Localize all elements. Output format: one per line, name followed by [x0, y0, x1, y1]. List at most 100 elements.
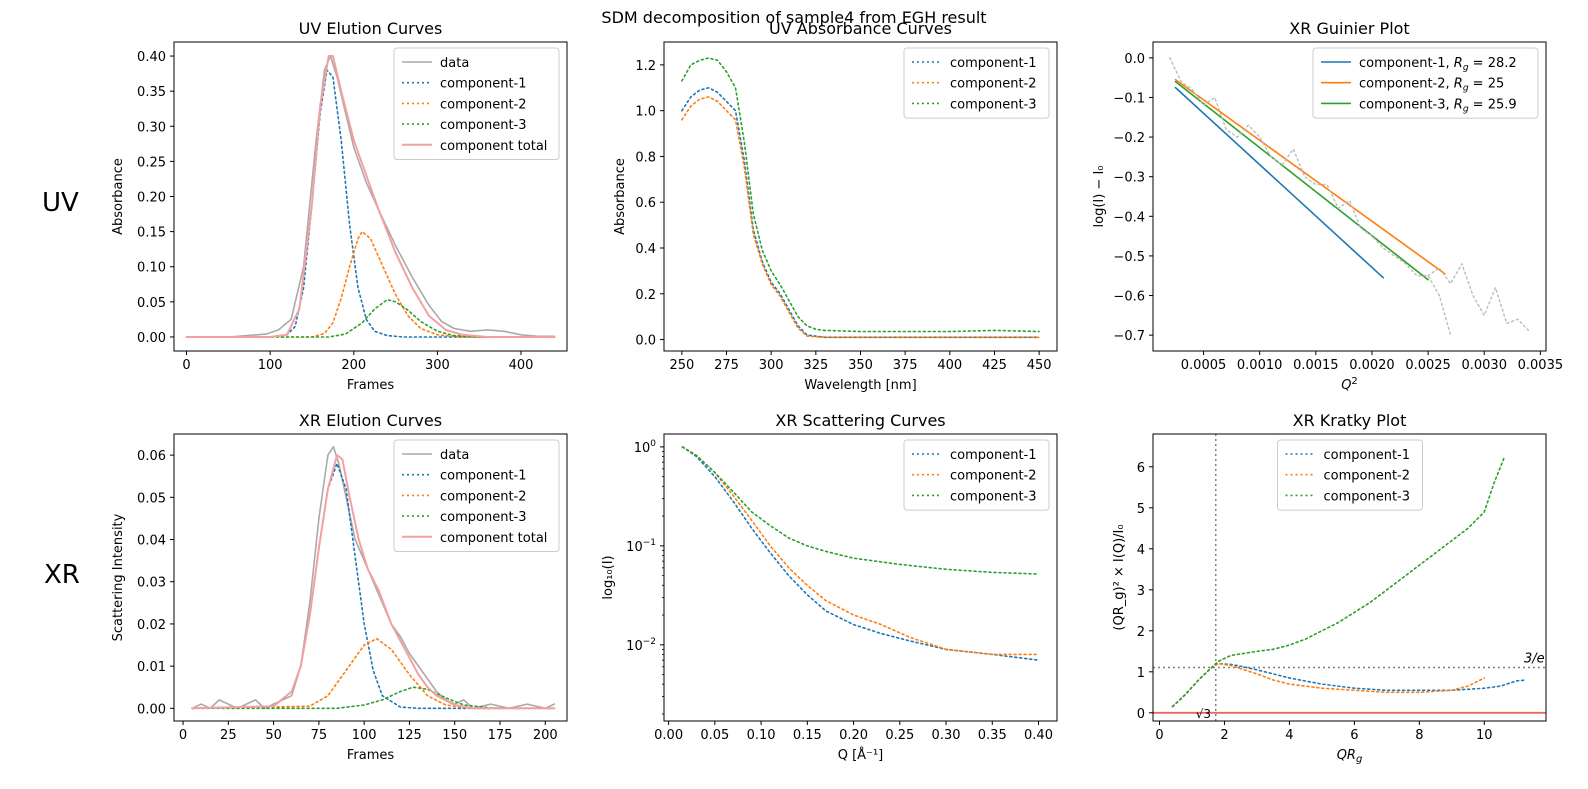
y-tick-label: −0.7 — [1113, 329, 1145, 344]
y-tick-label: −0.5 — [1113, 250, 1145, 265]
chart-xr_guinier: XR Guinier Plot 0.0005 0.0010 0.0015 0.0020 0… — [1092, 19, 1563, 393]
y-tick-label: 0.8 — [635, 150, 656, 165]
x-axis-label: Q [Å⁻¹] — [838, 747, 883, 763]
x-tick-label: 0.05 — [700, 728, 729, 743]
y-tick-label: 0.06 — [137, 449, 166, 464]
series-component-1 — [1171, 662, 1528, 708]
x-tick-label: 0.0030 — [1461, 358, 1507, 373]
x-tick-label: 0.35 — [978, 728, 1007, 743]
y-axis-label: Absorbance — [613, 158, 628, 235]
y-tick-label: 0.15 — [137, 226, 166, 241]
y-tick-label: 0.20 — [137, 191, 166, 206]
legend-label: component-2 — [950, 77, 1037, 92]
x-tick-label: 75 — [311, 728, 328, 743]
y-tick-label: −0.4 — [1113, 210, 1145, 225]
y-tick-label: 10−2 — [626, 637, 656, 654]
x-tick-label: 400 — [509, 358, 534, 373]
x-tick-label: 25 — [220, 728, 237, 743]
x-tick-label: 10 — [1476, 728, 1493, 743]
y-tick-label: 100 — [634, 439, 657, 456]
x-tick-label: 6 — [1350, 728, 1358, 743]
legend-label: component-3 — [1324, 489, 1411, 504]
legend-label: component-1 — [1324, 448, 1411, 463]
x-tick-label: 350 — [848, 358, 873, 373]
y-tick-label: 0.05 — [137, 491, 166, 506]
y-tick-label: 0.6 — [635, 196, 656, 211]
y-tick-label: 5 — [1137, 502, 1145, 517]
chart-xr_elution: XR Elution Curves 0 25 50 75 100 125 150 175 200 0… — [111, 411, 568, 763]
y-axis-label: (QR_g)² × I(Q)/I₀ — [1112, 524, 1127, 630]
chart-title: UV Absorbance Curves — [769, 19, 952, 38]
x-tick-label: 200 — [533, 728, 558, 743]
series-component-3 — [681, 57, 1040, 333]
y-axis-label: log₁₀(I) — [601, 555, 616, 599]
x-tick-label: 0 — [1155, 728, 1163, 743]
x-tick-label: 0.30 — [932, 728, 961, 743]
axes-frame — [173, 433, 568, 722]
series-component-2 — [681, 446, 1040, 656]
x-tick-label: 50 — [265, 728, 282, 743]
x-tick-label: 0.15 — [793, 728, 822, 743]
legend-label: component-2 — [440, 97, 527, 112]
legend-box — [1277, 439, 1423, 511]
legend-label: component-2, Rg = 25 — [1359, 77, 1504, 94]
x-tick-label: 200 — [341, 358, 366, 373]
x-tick-label: 125 — [397, 728, 422, 743]
legend-label: component-3 — [440, 118, 527, 133]
chart-title: XR Elution Curves — [299, 411, 442, 430]
legend-label: component-1, Rg = 28.2 — [1359, 56, 1517, 73]
x-tick-label: 0.40 — [1024, 728, 1053, 743]
legend: component-1 component-2 component-3 — [903, 439, 1050, 511]
x-tick-label: 250 — [669, 358, 694, 373]
y-tick-label: 0.35 — [137, 85, 166, 100]
legend-label: component-2 — [950, 469, 1037, 484]
y-tick-label: 1.2 — [635, 59, 656, 74]
series-component-1 — [681, 446, 1040, 662]
legend-label: component-3, Rg = 25.9 — [1359, 97, 1517, 114]
x-tick-label: 0.10 — [747, 728, 776, 743]
legend-label: component-2 — [1324, 469, 1411, 484]
y-tick-label: 4 — [1137, 543, 1145, 558]
x-tick-label: 0.0005 — [1181, 358, 1227, 373]
figure-suptitle: SDM decomposition of sample4 from EGH re… — [601, 8, 987, 27]
x-tick-label: 325 — [803, 358, 828, 373]
y-tick-label: −0.2 — [1113, 131, 1145, 146]
x-axis-label: QRg — [1337, 748, 1363, 765]
x-tick-label: 175 — [488, 728, 513, 743]
y-tick-label: 0.03 — [137, 576, 166, 591]
legend-label: component-3 — [440, 510, 527, 525]
x-tick-label: 0.0015 — [1293, 358, 1339, 373]
axes-frame — [663, 433, 1058, 722]
legend-box — [903, 47, 1050, 119]
y-tick-label: −0.3 — [1113, 171, 1145, 186]
y-tick-label: 0.05 — [137, 296, 166, 311]
series-component-3 — [191, 686, 556, 710]
x-tick-label: 0.25 — [885, 728, 914, 743]
series-component-1 — [191, 462, 556, 710]
series-component-1 — [681, 87, 1040, 339]
legend-box — [903, 439, 1050, 511]
legend-label: component total — [440, 139, 547, 154]
x-tick-label: 300 — [759, 358, 784, 373]
axes-frame — [1152, 41, 1547, 352]
axes-frame — [663, 41, 1058, 352]
legend-label: component-1 — [950, 448, 1037, 463]
x-axis-label: Frames — [347, 748, 395, 763]
y-tick-label: 0.10 — [137, 261, 166, 276]
x-tick-label: 0.00 — [654, 728, 683, 743]
y-tick-label: 0.00 — [137, 702, 166, 717]
series-component-2 — [681, 96, 1040, 339]
y-tick-label: 0.2 — [635, 288, 656, 303]
y-tick-label: 10−1 — [626, 538, 656, 555]
y-tick-label: 6 — [1137, 461, 1145, 476]
axes-frame — [1152, 433, 1547, 722]
legend-label: component-1 — [950, 56, 1037, 71]
x-tick-label: 0.0025 — [1405, 358, 1451, 373]
y-tick-label: 0 — [1137, 707, 1145, 722]
x-tick-label: 400 — [937, 358, 962, 373]
chart-title: XR Guinier Plot — [1289, 19, 1409, 38]
chart-title: UV Elution Curves — [299, 19, 443, 38]
y-tick-label: 0.00 — [137, 331, 166, 346]
y-tick-label: 0.40 — [137, 50, 166, 65]
